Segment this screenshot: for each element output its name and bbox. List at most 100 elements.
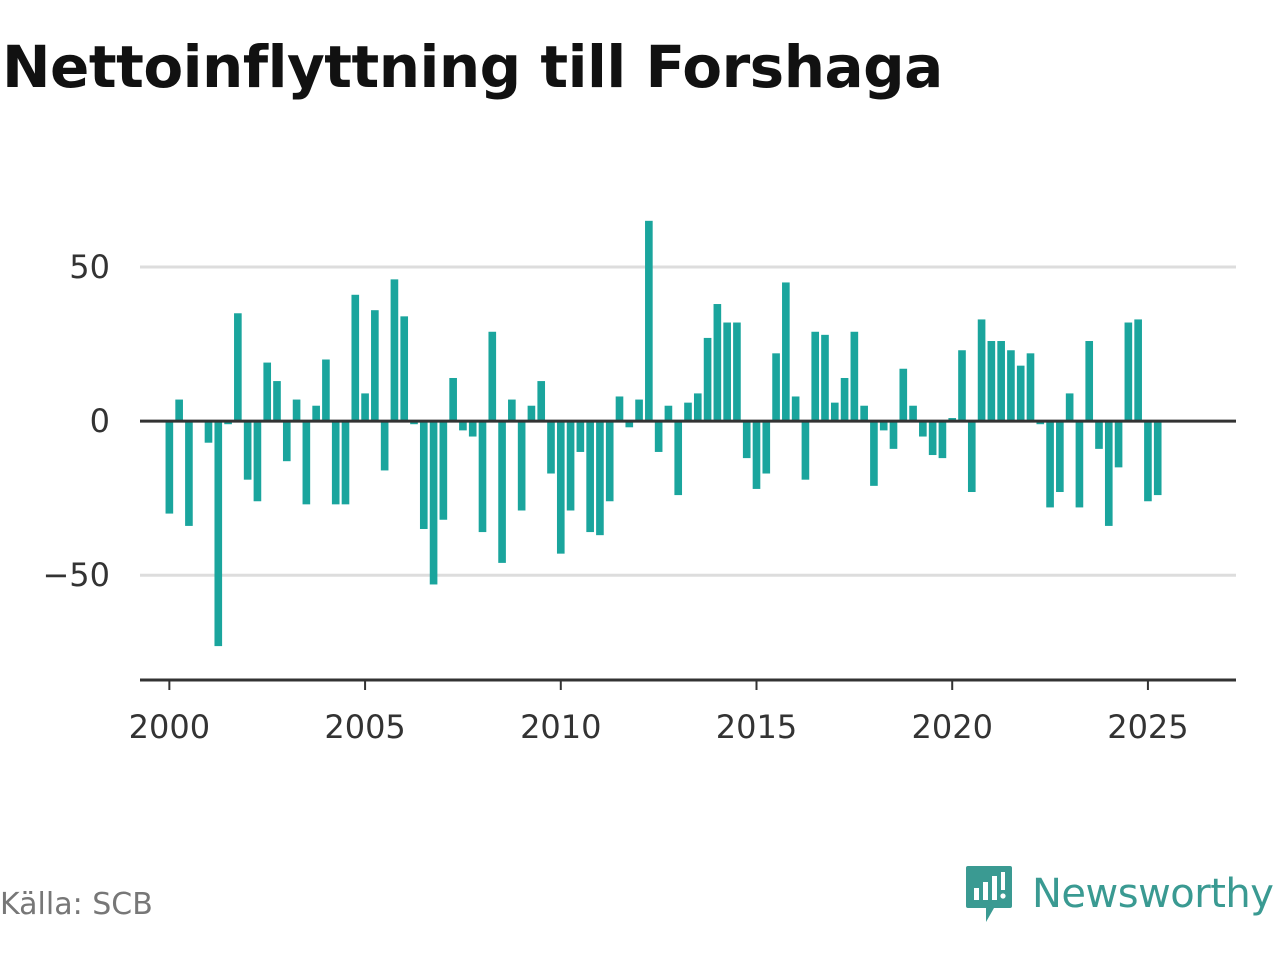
bar <box>292 399 301 422</box>
y-tick-label: −50 <box>42 556 110 594</box>
brand-name: Newsworthy <box>1032 871 1274 917</box>
bar <box>899 368 908 422</box>
axes: 50 0 −50 2000 2005 2010 2015 2020 2025 <box>42 248 1236 746</box>
bar <box>615 396 624 422</box>
bar <box>625 421 634 428</box>
bar <box>547 421 555 474</box>
bar <box>331 421 340 505</box>
bar <box>322 359 330 422</box>
bar <box>801 421 810 480</box>
bar <box>351 294 360 422</box>
x-tick-label: 2015 <box>716 708 797 746</box>
bar <box>928 421 937 456</box>
bar <box>508 399 516 422</box>
bar <box>772 353 780 422</box>
bar <box>1075 421 1084 508</box>
bar <box>468 421 477 437</box>
bar <box>664 405 673 422</box>
newsworthy-logo-icon <box>966 866 1012 922</box>
bar <box>596 421 604 536</box>
bar <box>488 331 497 422</box>
bar <box>1085 341 1094 422</box>
bar <box>713 304 722 422</box>
x-tick-label: 2025 <box>1107 708 1188 746</box>
bar <box>782 282 790 422</box>
bar <box>341 421 350 505</box>
chart-title: Nettoinflyttning till Forshaga <box>2 33 943 101</box>
bar <box>967 421 976 493</box>
bar <box>214 421 223 647</box>
bar <box>312 405 320 422</box>
bar <box>1153 421 1162 496</box>
bar <box>1046 421 1054 508</box>
bar <box>175 399 183 422</box>
bar <box>282 421 291 462</box>
bar <box>850 331 859 422</box>
bar <box>1134 319 1142 422</box>
bar <box>821 334 829 422</box>
bar <box>234 313 242 422</box>
gridlines <box>140 265 1236 577</box>
brand-logo: Newsworthy <box>964 864 1274 924</box>
bar <box>361 393 369 422</box>
bar <box>586 421 594 533</box>
bar <box>674 421 683 496</box>
bar <box>997 341 1005 422</box>
bar <box>987 341 996 422</box>
bar <box>165 421 174 514</box>
bar <box>400 316 409 422</box>
y-tick-label: 50 <box>69 248 110 286</box>
bar <box>723 322 731 422</box>
bar <box>410 421 418 425</box>
bar <box>919 421 927 437</box>
bar <box>654 421 663 452</box>
bar <box>938 421 947 459</box>
x-tick-label: 2010 <box>520 708 601 746</box>
bar <box>1007 350 1015 422</box>
bar <box>537 381 546 422</box>
bar <box>576 421 585 452</box>
source-note: Källa: SCB <box>0 887 153 922</box>
bar <box>263 362 272 422</box>
bar <box>830 402 839 422</box>
bar <box>811 331 820 422</box>
bar <box>870 421 878 486</box>
bar <box>439 421 448 520</box>
bar <box>204 421 213 443</box>
bar <box>1056 421 1064 493</box>
bar <box>459 421 467 431</box>
bar <box>703 337 712 422</box>
bar <box>498 421 506 563</box>
bar <box>1104 421 1113 526</box>
bar <box>185 421 193 526</box>
bar <box>791 396 800 422</box>
bar <box>958 350 966 422</box>
bar <box>556 421 565 554</box>
bar <box>605 421 614 502</box>
y-tick-label: 0 <box>90 402 110 440</box>
bar <box>517 421 526 511</box>
bar <box>253 421 262 502</box>
bar <box>1114 421 1123 468</box>
bar <box>977 319 986 422</box>
x-tick-label: 2020 <box>911 708 992 746</box>
bar <box>693 393 702 422</box>
bar <box>371 310 379 422</box>
bar <box>752 421 761 489</box>
bar <box>429 421 438 585</box>
bar <box>733 322 741 422</box>
bar <box>243 421 252 480</box>
bar <box>948 418 957 422</box>
bar <box>1036 421 1045 425</box>
bar <box>1095 421 1103 449</box>
bar <box>527 405 536 422</box>
bar <box>684 402 692 422</box>
bar <box>302 421 311 505</box>
bar <box>1026 353 1035 422</box>
bar <box>909 405 917 422</box>
bar <box>889 421 898 449</box>
bar <box>840 377 849 422</box>
bar <box>635 399 643 422</box>
bar <box>645 220 653 422</box>
